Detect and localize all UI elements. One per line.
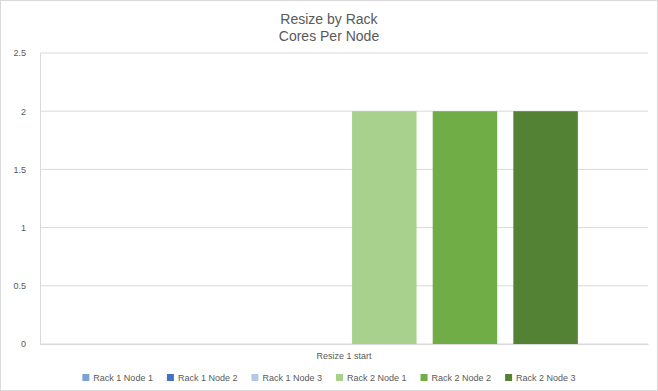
legend-swatch — [82, 374, 89, 381]
y-tick: 0.5 — [13, 281, 40, 291]
legend-label: Rack 1 Node 1 — [93, 373, 153, 383]
chart-border — [1, 1, 658, 391]
x-tick-label: Resize 1 start — [316, 351, 372, 361]
y-tick-label: 1.5 — [13, 165, 26, 175]
bar — [271, 344, 336, 345]
subtitle: Cores Per Node — [279, 28, 380, 44]
y-tick-label: 0 — [21, 339, 26, 349]
series — [513, 111, 578, 344]
legend-item: Rack 2 Node 1 — [336, 373, 407, 383]
legend-item: Rack 2 Node 2 — [421, 373, 492, 383]
y-tick-label: 2.5 — [13, 48, 26, 58]
legend-label: Rack 1 Node 2 — [178, 373, 238, 383]
x-axis-line — [41, 344, 649, 345]
y-tick: 2.5 — [13, 48, 40, 58]
legend-item: Rack 1 Node 2 — [167, 373, 238, 383]
y-tick-label: 0.5 — [13, 281, 26, 291]
legend-label: Rack 2 Node 3 — [516, 373, 576, 383]
legend-swatch — [421, 374, 428, 381]
bar — [191, 344, 256, 345]
chart: Resize by RackCores Per Node 0 0.5 1 1.5 2 2.5… — [0, 0, 658, 391]
series — [352, 111, 417, 344]
y-axis-line — [40, 54, 41, 345]
legend-label: Rack 2 Node 2 — [432, 373, 492, 383]
x-axis: Resize 1 start — [41, 344, 649, 361]
bar — [352, 111, 417, 344]
legend-swatch — [505, 374, 512, 381]
bar — [110, 344, 175, 345]
bar — [513, 111, 578, 344]
y-tick: 2 — [21, 107, 40, 117]
x-tick: Resize 1 start — [316, 344, 372, 361]
legend-swatch — [251, 374, 258, 381]
legend-label: Rack 2 Node 1 — [347, 373, 407, 383]
grid-line — [40, 53, 648, 54]
y-tick: 1 — [21, 223, 40, 233]
series — [433, 111, 498, 344]
bar — [433, 111, 498, 344]
legend-item: Rack 1 Node 1 — [82, 373, 153, 383]
y-tick: 1.5 — [13, 165, 40, 175]
y-tick-label: 2 — [21, 107, 26, 117]
title: Resize by Rack — [280, 11, 378, 27]
legend-label: Rack 1 Node 3 — [262, 373, 322, 383]
y-axis: 0 0.5 1 1.5 2 2.5 — [13, 48, 40, 349]
legend: Rack 1 Node 1 Rack 1 Node 2 Rack 1 Node 3 R… — [82, 373, 575, 383]
bars — [352, 111, 578, 344]
plot-area: 0 0.5 1 1.5 2 2.5 Resize 1 start — [13, 48, 648, 361]
legend-swatch — [336, 374, 343, 381]
y-tick: 0 — [21, 339, 40, 349]
legend-item: Rack 2 Node 3 — [505, 373, 576, 383]
legend-swatch — [167, 374, 174, 381]
legend-item: Rack 1 Node 3 — [251, 373, 322, 383]
y-tick-label: 1 — [21, 223, 26, 233]
grid — [40, 53, 648, 344]
